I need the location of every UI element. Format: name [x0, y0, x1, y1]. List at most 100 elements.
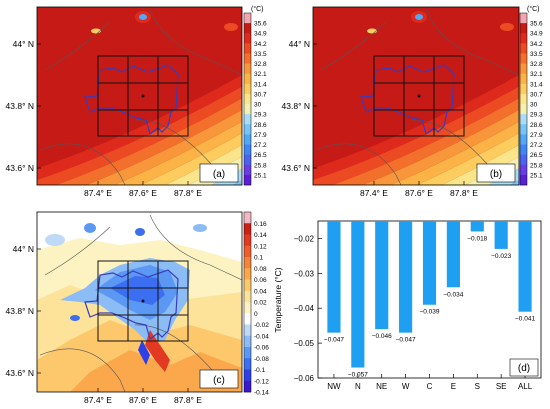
bar	[494, 221, 508, 249]
colorbar-tick-label: -0.14	[254, 390, 269, 397]
colorbar-tick-label: 32.8	[254, 61, 267, 68]
colorbar-tick-label: -0.04	[254, 333, 269, 340]
x-tick-label: 87.4° E	[84, 188, 112, 198]
colorbar-b-unit: (°C)	[527, 5, 540, 13]
colorbar-tick-label: 34.2	[254, 41, 267, 48]
map-a	[37, 7, 242, 185]
panel-d-letter: (d)	[518, 363, 530, 374]
bar-value-label: −0.041	[515, 316, 535, 323]
bar-value-label: −0.047	[396, 337, 416, 344]
colorbar-tick-label: 0	[254, 311, 258, 318]
y-tick-label: 44° N	[13, 39, 34, 49]
colorbar-swatch	[244, 369, 251, 382]
colorbar-swatch	[520, 73, 527, 85]
colorbar-tick-label: -0.12	[254, 378, 269, 385]
colorbar-tick-label: 0.16	[254, 221, 267, 228]
panel-b-letter-box	[476, 163, 516, 183]
temperature-band	[232, 179, 242, 185]
colorbar-swatch	[244, 104, 251, 115]
x-tick-label: C	[427, 382, 433, 391]
colorbar-swatch	[520, 63, 527, 75]
temperature-band	[37, 74, 242, 180]
county-boundaries-a	[39, 9, 242, 185]
panel-b: 44° N 43.8° N 43.6° N 87.4° E 87.6° E 87…	[282, 5, 543, 198]
county-boundaries-c	[39, 214, 242, 392]
subregion-grid-b	[373, 55, 465, 137]
temperature-band	[37, 63, 242, 169]
colorbar-tick-label: 27.9	[530, 132, 543, 139]
colorbar-swatch	[244, 43, 251, 54]
bar-value-label: −0.039	[419, 309, 439, 316]
subregion-grid-c	[97, 260, 189, 342]
bar	[327, 221, 341, 333]
colorbar-tick-label: -0.06	[254, 345, 269, 352]
diff-cold-patch	[138, 340, 150, 365]
colorbar-swatch	[244, 335, 251, 348]
x-tick-label: 87.4° E	[360, 188, 388, 198]
y-axis-c: 44° N 43.8° N 43.6° N	[6, 244, 41, 378]
bar	[351, 221, 365, 368]
colorbar-swatch	[520, 83, 527, 95]
colorbar-swatch	[520, 33, 527, 44]
colorbar-swatch	[244, 164, 251, 176]
y-tick-label: 43.6° N	[282, 163, 310, 173]
y-tick-label: −0.03	[294, 269, 315, 278]
x-axis-b: 87.4° E 87.6° E 87.8° E	[360, 181, 478, 198]
city-center-marker-b	[417, 94, 421, 98]
colorbar-tick-label: 32.8	[530, 61, 543, 68]
colorbar-tick-label: 25.1	[254, 172, 267, 179]
colorbar-swatch	[244, 279, 251, 292]
chart-d-y-axis: −0.02 −0.03 −0.04 −0.05 −0.06	[294, 234, 322, 383]
bar-value-label: −0.023	[491, 253, 511, 260]
colorbar-swatch	[244, 380, 251, 393]
colorbar-tick-label: 29.3	[530, 112, 543, 119]
colorbar-swatch	[244, 134, 251, 145]
colorbar-swatch	[244, 347, 251, 359]
colorbar-tick-label: -0.02	[254, 322, 269, 329]
colorbar-tick-label: 27.2	[254, 142, 267, 149]
colorbar-c: 0.16 0.14 0.12 0.1 0.08 0.06 0.04 0.02 0 -0.02 -0.…	[243, 211, 269, 397]
colorbar-a-unit: (°C)	[251, 5, 264, 13]
colorbar-tick-label: 34.9	[530, 31, 543, 38]
colorbar-swatch	[244, 290, 251, 303]
y-axis-b: 44° N 43.8° N 43.6° N	[282, 39, 317, 173]
panel-d-letter-box	[509, 358, 539, 377]
colorbar-swatch	[244, 245, 251, 258]
x-tick-label: NW	[327, 382, 341, 391]
colorbar-swatch	[244, 33, 251, 44]
colorbar-swatch	[244, 13, 251, 24]
diff-cold-spots	[45, 223, 207, 321]
y-tick-label: 43.6° N	[6, 163, 34, 173]
colorbar-swatch	[244, 257, 251, 269]
bar-value-label: −0.034	[443, 291, 463, 298]
colorbar-swatch	[244, 302, 251, 314]
colorbar-b: 35.6 34.9 34.2 33.5 32.8 32.1 31.4 30.7 30 29.3 28…	[519, 12, 543, 186]
colorbar-tick-label: 31.4	[254, 81, 267, 88]
x-tick-label: 87.6° E	[129, 188, 157, 198]
map-b-frame	[312, 6, 520, 186]
colorbar-tick-label: 25.1	[530, 172, 543, 179]
temperature-band	[313, 63, 519, 169]
x-tick-label: S	[475, 382, 480, 391]
colorbar-tick-label: 0.08	[254, 266, 267, 273]
colorbar-swatch	[520, 104, 527, 115]
colorbar-swatch	[244, 53, 251, 64]
colorbar-swatch	[244, 63, 251, 75]
colorbar-tick-label: 30.7	[530, 91, 543, 98]
colorbar-tick-label: 30.7	[254, 91, 267, 98]
temperature-band	[313, 86, 519, 185]
colorbar-swatch	[244, 174, 251, 186]
y-tick-label: 43.6° N	[6, 368, 34, 378]
colorbar-swatch	[244, 114, 251, 125]
colorbar-tick-label: 27.2	[530, 142, 543, 149]
colorbar-swatch	[520, 13, 527, 24]
colorbar-tick-label: 25.8	[530, 162, 543, 169]
colorbar-swatch	[520, 134, 527, 145]
colorbar-swatch	[244, 234, 251, 247]
colorbar-tick-label: 0.12	[254, 243, 267, 250]
x-tick-label: 87.8° E	[174, 395, 202, 405]
colorbar-tick-label: 0.04	[254, 288, 267, 295]
bar	[422, 221, 437, 305]
x-tick-label: 87.6° E	[129, 395, 157, 405]
subregion-grid-a	[97, 55, 189, 137]
